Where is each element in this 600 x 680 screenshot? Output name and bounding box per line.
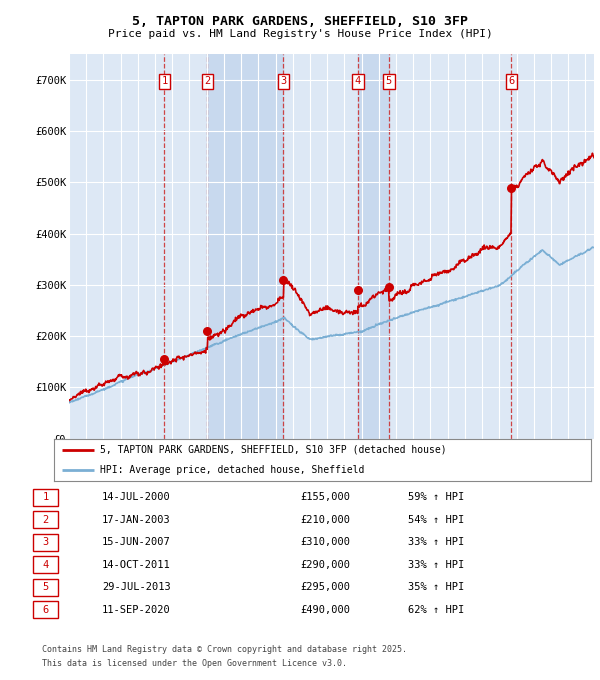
Bar xyxy=(208,54,283,439)
Point xyxy=(160,354,169,364)
Point xyxy=(506,182,516,193)
Text: £295,000: £295,000 xyxy=(300,582,350,592)
Point xyxy=(353,285,363,296)
Point xyxy=(384,282,394,293)
Text: 11-SEP-2020: 11-SEP-2020 xyxy=(102,605,171,615)
Text: 33% ↑ HPI: 33% ↑ HPI xyxy=(408,560,464,570)
Text: 1: 1 xyxy=(161,76,167,86)
Text: 54% ↑ HPI: 54% ↑ HPI xyxy=(408,515,464,525)
Text: 5, TAPTON PARK GARDENS, SHEFFIELD, S10 3FP (detached house): 5, TAPTON PARK GARDENS, SHEFFIELD, S10 3… xyxy=(100,445,446,455)
Text: 3: 3 xyxy=(43,537,49,547)
Bar xyxy=(358,54,389,439)
Text: 15-JUN-2007: 15-JUN-2007 xyxy=(102,537,171,547)
Text: 14-OCT-2011: 14-OCT-2011 xyxy=(102,560,171,570)
Text: 35% ↑ HPI: 35% ↑ HPI xyxy=(408,582,464,592)
Text: 5: 5 xyxy=(386,76,392,86)
Text: 6: 6 xyxy=(43,605,49,615)
Text: 2: 2 xyxy=(204,76,211,86)
Text: £490,000: £490,000 xyxy=(300,605,350,615)
Text: Price paid vs. HM Land Registry's House Price Index (HPI): Price paid vs. HM Land Registry's House … xyxy=(107,29,493,39)
Text: 29-JUL-2013: 29-JUL-2013 xyxy=(102,582,171,592)
Point xyxy=(203,326,212,337)
Text: 5, TAPTON PARK GARDENS, SHEFFIELD, S10 3FP: 5, TAPTON PARK GARDENS, SHEFFIELD, S10 3… xyxy=(132,15,468,28)
Text: This data is licensed under the Open Government Licence v3.0.: This data is licensed under the Open Gov… xyxy=(42,659,347,668)
Text: £290,000: £290,000 xyxy=(300,560,350,570)
Text: 5: 5 xyxy=(43,582,49,592)
Text: 6: 6 xyxy=(508,76,515,86)
Text: 14-JUL-2000: 14-JUL-2000 xyxy=(102,492,171,503)
Text: 3: 3 xyxy=(280,76,287,86)
Text: 4: 4 xyxy=(43,560,49,570)
Text: Contains HM Land Registry data © Crown copyright and database right 2025.: Contains HM Land Registry data © Crown c… xyxy=(42,645,407,654)
Text: 62% ↑ HPI: 62% ↑ HPI xyxy=(408,605,464,615)
Point xyxy=(278,274,288,285)
Text: £310,000: £310,000 xyxy=(300,537,350,547)
Text: 33% ↑ HPI: 33% ↑ HPI xyxy=(408,537,464,547)
Text: £155,000: £155,000 xyxy=(300,492,350,503)
Text: 59% ↑ HPI: 59% ↑ HPI xyxy=(408,492,464,503)
Text: 1: 1 xyxy=(43,492,49,503)
Text: 2: 2 xyxy=(43,515,49,525)
Text: 17-JAN-2003: 17-JAN-2003 xyxy=(102,515,171,525)
Text: £210,000: £210,000 xyxy=(300,515,350,525)
Text: HPI: Average price, detached house, Sheffield: HPI: Average price, detached house, Shef… xyxy=(100,465,364,475)
Text: 4: 4 xyxy=(355,76,361,86)
